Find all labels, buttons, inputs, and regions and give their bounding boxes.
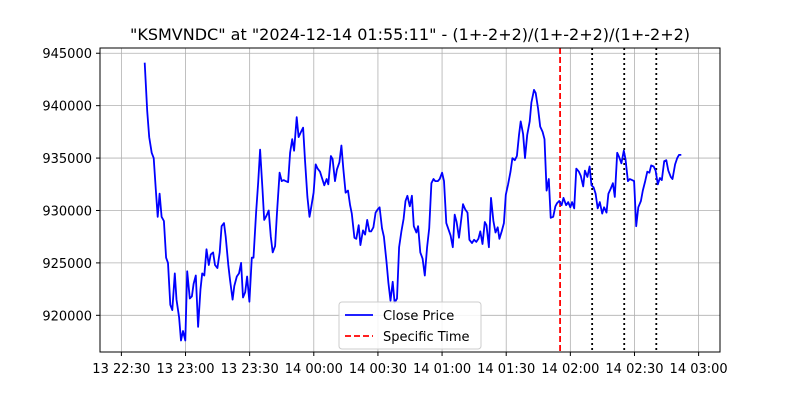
x-tick-label: 14 01:00: [413, 362, 471, 377]
x-tick-label: 13 22:30: [92, 362, 150, 377]
x-tick-label: 14 03:00: [670, 362, 728, 377]
y-tick-label: 945000: [42, 47, 92, 62]
y-tick-label: 930000: [42, 204, 92, 219]
x-tick-label: 14 02:30: [605, 362, 663, 377]
legend-box: [338, 301, 482, 350]
y-tick-label: 935000: [42, 152, 92, 167]
x-tick-label: 14 01:30: [477, 362, 535, 377]
chart-title: "KSMVNDC" at "2024-12-14 01:55:11" - (1+…: [130, 25, 690, 44]
x-tick-label: 14 00:00: [285, 362, 343, 377]
x-tick-label: 13 23:30: [221, 362, 279, 377]
legend-label-close-price: Close Price: [383, 309, 454, 324]
legend: Close Price Specific Time: [338, 301, 482, 350]
close-price-line: [143, 62, 682, 342]
legend-label-specific-time: Specific Time: [383, 330, 470, 345]
axes-frame: [99, 47, 721, 353]
x-tick-label: 14 02:00: [541, 362, 599, 377]
x-tick-label: 14 00:30: [349, 362, 407, 377]
y-tick-label: 925000: [42, 257, 92, 272]
plot-area: 13 22:30 13 23:00 13 23:30 14 00:00 14 00:30…: [42, 47, 727, 377]
y-tick-label: 940000: [42, 100, 92, 115]
x-tick-label: 13 23:00: [156, 362, 214, 377]
y-tick-label: 920000: [42, 309, 92, 324]
